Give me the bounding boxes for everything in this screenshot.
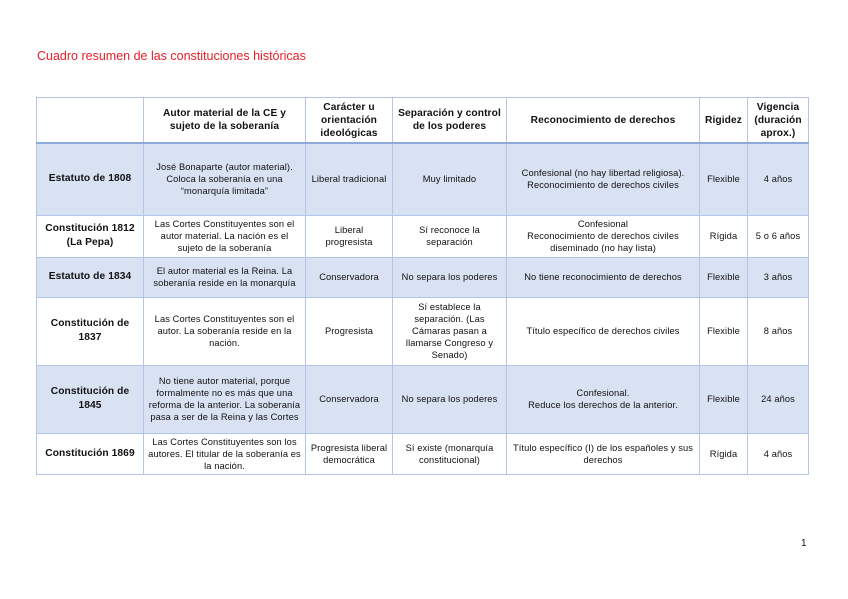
row-header-cell: Constitución de 1837 bbox=[36, 296, 144, 366]
table-cell: Las Cortes Constituyentes son el autor m… bbox=[143, 214, 306, 258]
table-cell: Título específico (I) de los españoles y… bbox=[506, 432, 700, 475]
table-cell: Sí existe (monarquía constitucional) bbox=[392, 432, 507, 475]
row-header-cell: Estatuto de 1808 bbox=[36, 142, 144, 216]
table-cell: Muy limitado bbox=[392, 142, 507, 216]
constitutions-summary-table: Autor material de la CE y sujeto de la s… bbox=[36, 97, 809, 475]
row-header-cell: Constitución 1812 (La Pepa) bbox=[36, 214, 144, 258]
table-cell: El autor material es la Reina. La sobera… bbox=[143, 256, 306, 298]
table-cell: 8 años bbox=[747, 296, 809, 366]
table-cell: Flexible bbox=[699, 256, 748, 298]
row-header-cell: Constitución de 1845 bbox=[36, 364, 144, 434]
header-cell: Separación y control de los poderes bbox=[392, 97, 507, 144]
table-cell: Flexible bbox=[699, 142, 748, 216]
table-row: Estatuto de 1808 José Bonaparte (autor ma… bbox=[36, 142, 809, 216]
table-cell: Las Cortes Constituyentes son el autor. … bbox=[143, 296, 306, 366]
header-cell: Rigidez bbox=[699, 97, 748, 144]
table-cell: No tiene reconocimiento de derechos bbox=[506, 256, 700, 298]
header-cell: Carácter u orientación ideológicas bbox=[305, 97, 393, 144]
table-row: Constitución de 1845 No tiene autor mater… bbox=[36, 364, 809, 434]
table-cell: 4 años bbox=[747, 432, 809, 475]
table-cell: Progresista bbox=[305, 296, 393, 366]
table-cell: José Bonaparte (autor material). Coloca … bbox=[143, 142, 306, 216]
header-cell: Reconocimiento de derechos bbox=[506, 97, 700, 144]
header-cell: Vigencia (duración aprox.) bbox=[747, 97, 809, 144]
table-cell: Liberal progresista bbox=[305, 214, 393, 258]
table-cell: Conservadora bbox=[305, 364, 393, 434]
table-cell: Flexible bbox=[699, 296, 748, 366]
table-cell: Flexible bbox=[699, 364, 748, 434]
table-cell: 5 o 6 años bbox=[747, 214, 809, 258]
table-row: Constitución 1869 Las Cortes Constituyent… bbox=[36, 432, 809, 475]
table-cell: Progresista liberal democrática bbox=[305, 432, 393, 475]
table-cell: 3 años bbox=[747, 256, 809, 298]
table-cell: Sí reconoce la separación bbox=[392, 214, 507, 258]
table-cell: Rígida bbox=[699, 214, 748, 258]
table-cell: Conservadora bbox=[305, 256, 393, 298]
table-cell: No tiene autor material, porque formalme… bbox=[143, 364, 306, 434]
table-cell: 24 años bbox=[747, 364, 809, 434]
table-cell: Confesional (no hay libertad religiosa).… bbox=[506, 142, 700, 216]
table-row: Constitución de 1837 Las Cortes Constituy… bbox=[36, 296, 809, 366]
document-title: Cuadro resumen de las constituciones his… bbox=[37, 49, 306, 63]
table-cell: Rígida bbox=[699, 432, 748, 475]
table-cell: Sí establece la separación. (Las Cámaras… bbox=[392, 296, 507, 366]
table-cell: Liberal tradicional bbox=[305, 142, 393, 216]
header-row: Autor material de la CE y sujeto de la s… bbox=[36, 97, 809, 144]
table-cell: No separa los poderes bbox=[392, 256, 507, 298]
header-cell: Autor material de la CE y sujeto de la s… bbox=[143, 97, 306, 144]
table-cell: Las Cortes Constituyentes son los autore… bbox=[143, 432, 306, 475]
table-cell: No separa los poderes bbox=[392, 364, 507, 434]
table-row: Estatuto de 1834 El autor material es la … bbox=[36, 256, 809, 298]
table-cell: Confesional. Reduce los derechos de la a… bbox=[506, 364, 700, 434]
table-cell: Título específico de derechos civiles bbox=[506, 296, 700, 366]
table-cell: Confesional Reconocimiento de derechos c… bbox=[506, 214, 700, 258]
table-row: Constitución 1812 (La Pepa) Las Cortes Co… bbox=[36, 214, 809, 258]
row-header-cell: Constitución 1869 bbox=[36, 432, 144, 475]
page-number: 1 bbox=[801, 538, 807, 549]
table-cell: 4 años bbox=[747, 142, 809, 216]
header-cell bbox=[36, 97, 144, 144]
row-header-cell: Estatuto de 1834 bbox=[36, 256, 144, 298]
